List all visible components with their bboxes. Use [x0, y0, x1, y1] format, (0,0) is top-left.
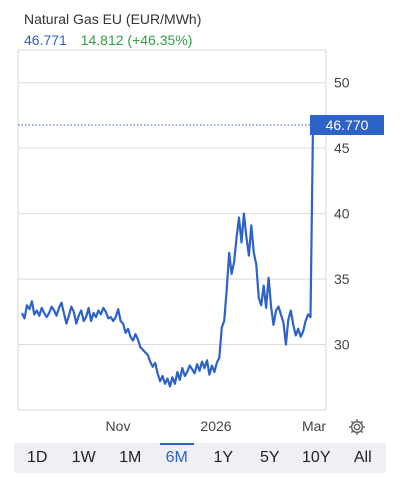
- range-button-1m[interactable]: 1M: [119, 449, 142, 466]
- current-price-label: 46.770: [326, 117, 369, 133]
- range-button-10y[interactable]: 10Y: [302, 449, 331, 466]
- current-price-tag: 46.770: [310, 115, 384, 136]
- price-series-line: [21, 124, 315, 388]
- range-button-1w[interactable]: 1W: [71, 449, 96, 466]
- range-button-5y[interactable]: 5Y: [259, 449, 280, 466]
- range-button-1y[interactable]: 1Y: [213, 449, 234, 466]
- gear-icon[interactable]: [347, 417, 367, 437]
- instrument-title: Natural Gas EU (EUR/MWh): [24, 11, 202, 27]
- range-button-all[interactable]: All: [353, 449, 372, 466]
- y-tick-label: 35: [334, 271, 350, 287]
- quote-line: 46.771 14.812 (+46.35%): [24, 31, 201, 49]
- price-change: 14.812 (+46.35%): [80, 32, 193, 48]
- range-selector: 1D 1W 1M 6M 1Y 5Y 10Y All: [14, 443, 386, 473]
- y-tick-label: 30: [334, 337, 350, 353]
- y-tick-label: 40: [334, 206, 350, 222]
- price-chart[interactable]: 30 35 40 45 50 Nov 2026 Mar 46.770: [0, 0, 400, 440]
- y-tick-label: 50: [334, 75, 350, 91]
- range-button-6m[interactable]: 6M: [154, 443, 201, 473]
- x-tick-label: Nov: [106, 418, 131, 434]
- chart-header: Natural Gas EU (EUR/MWh) 46.771 14.812 (…: [24, 10, 201, 49]
- y-tick-label: 45: [334, 140, 350, 156]
- x-tick-label: Mar: [302, 418, 326, 434]
- range-button-1d[interactable]: 1D: [27, 449, 48, 466]
- x-tick-label: 2026: [200, 418, 231, 434]
- last-price: 46.771: [24, 32, 67, 48]
